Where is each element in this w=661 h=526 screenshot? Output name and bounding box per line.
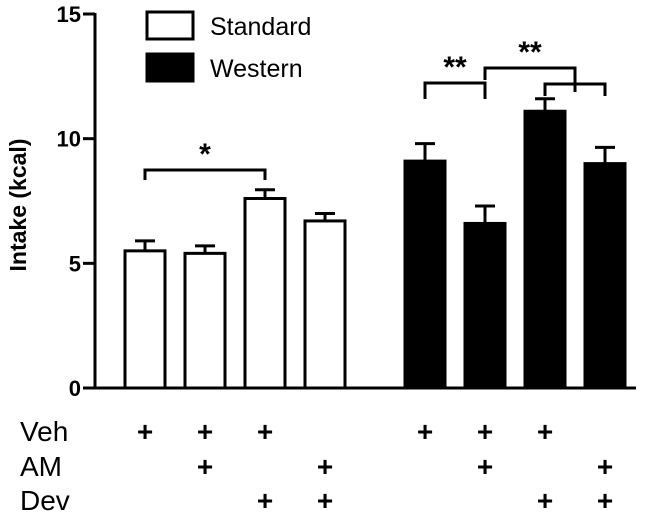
condition-marker: + — [257, 416, 273, 447]
bars — [93, 97, 636, 390]
condition-marker: + — [597, 451, 613, 482]
legend: Standard Western — [145, 10, 311, 83]
condition-marker: + — [537, 416, 553, 447]
condition-marker: + — [197, 451, 213, 482]
condition-marker: + — [537, 485, 553, 516]
y-tick-label: 10 — [57, 127, 81, 152]
condition-marker: + — [477, 416, 493, 447]
condition-marker: + — [317, 485, 333, 516]
condition-marker: + — [417, 416, 433, 447]
bar — [523, 109, 567, 390]
condition-row-label: AM — [20, 451, 62, 482]
significance-label: ** — [443, 51, 467, 84]
y-tick-label: 15 — [57, 2, 81, 27]
condition-marker: + — [317, 451, 333, 482]
legend-label: Standard — [210, 13, 311, 41]
condition-marker: + — [137, 416, 153, 447]
bar — [303, 219, 347, 390]
significance-bracket — [483, 66, 577, 92]
y-tick-label: 0 — [69, 376, 81, 401]
legend-swatch — [145, 10, 195, 41]
y-axis: 0 5 10 15 — [57, 2, 97, 401]
y-tick-label: 5 — [69, 251, 81, 276]
condition-marker: + — [197, 416, 213, 447]
bar — [403, 159, 447, 390]
significance-brackets: *** ** — [143, 36, 607, 180]
condition-marker: + — [257, 485, 273, 516]
bar — [243, 197, 287, 390]
condition-row-label: Veh — [20, 416, 68, 447]
bar — [463, 221, 507, 390]
y-axis-label: Intake (kcal) — [5, 139, 31, 272]
significance-sub-bracket — [543, 82, 607, 96]
condition-marker: + — [477, 451, 493, 482]
bar — [183, 251, 227, 390]
bar — [123, 249, 167, 390]
condition-marker: + — [597, 485, 613, 516]
significance-bracket — [423, 81, 487, 99]
significance-label: ** — [518, 36, 542, 69]
legend-swatch — [145, 52, 195, 83]
bar — [583, 162, 627, 390]
significance-label: * — [199, 138, 211, 171]
significance-bracket — [143, 168, 267, 180]
legend-label: Western — [210, 55, 303, 83]
condition-row-label: Dev — [20, 485, 70, 516]
